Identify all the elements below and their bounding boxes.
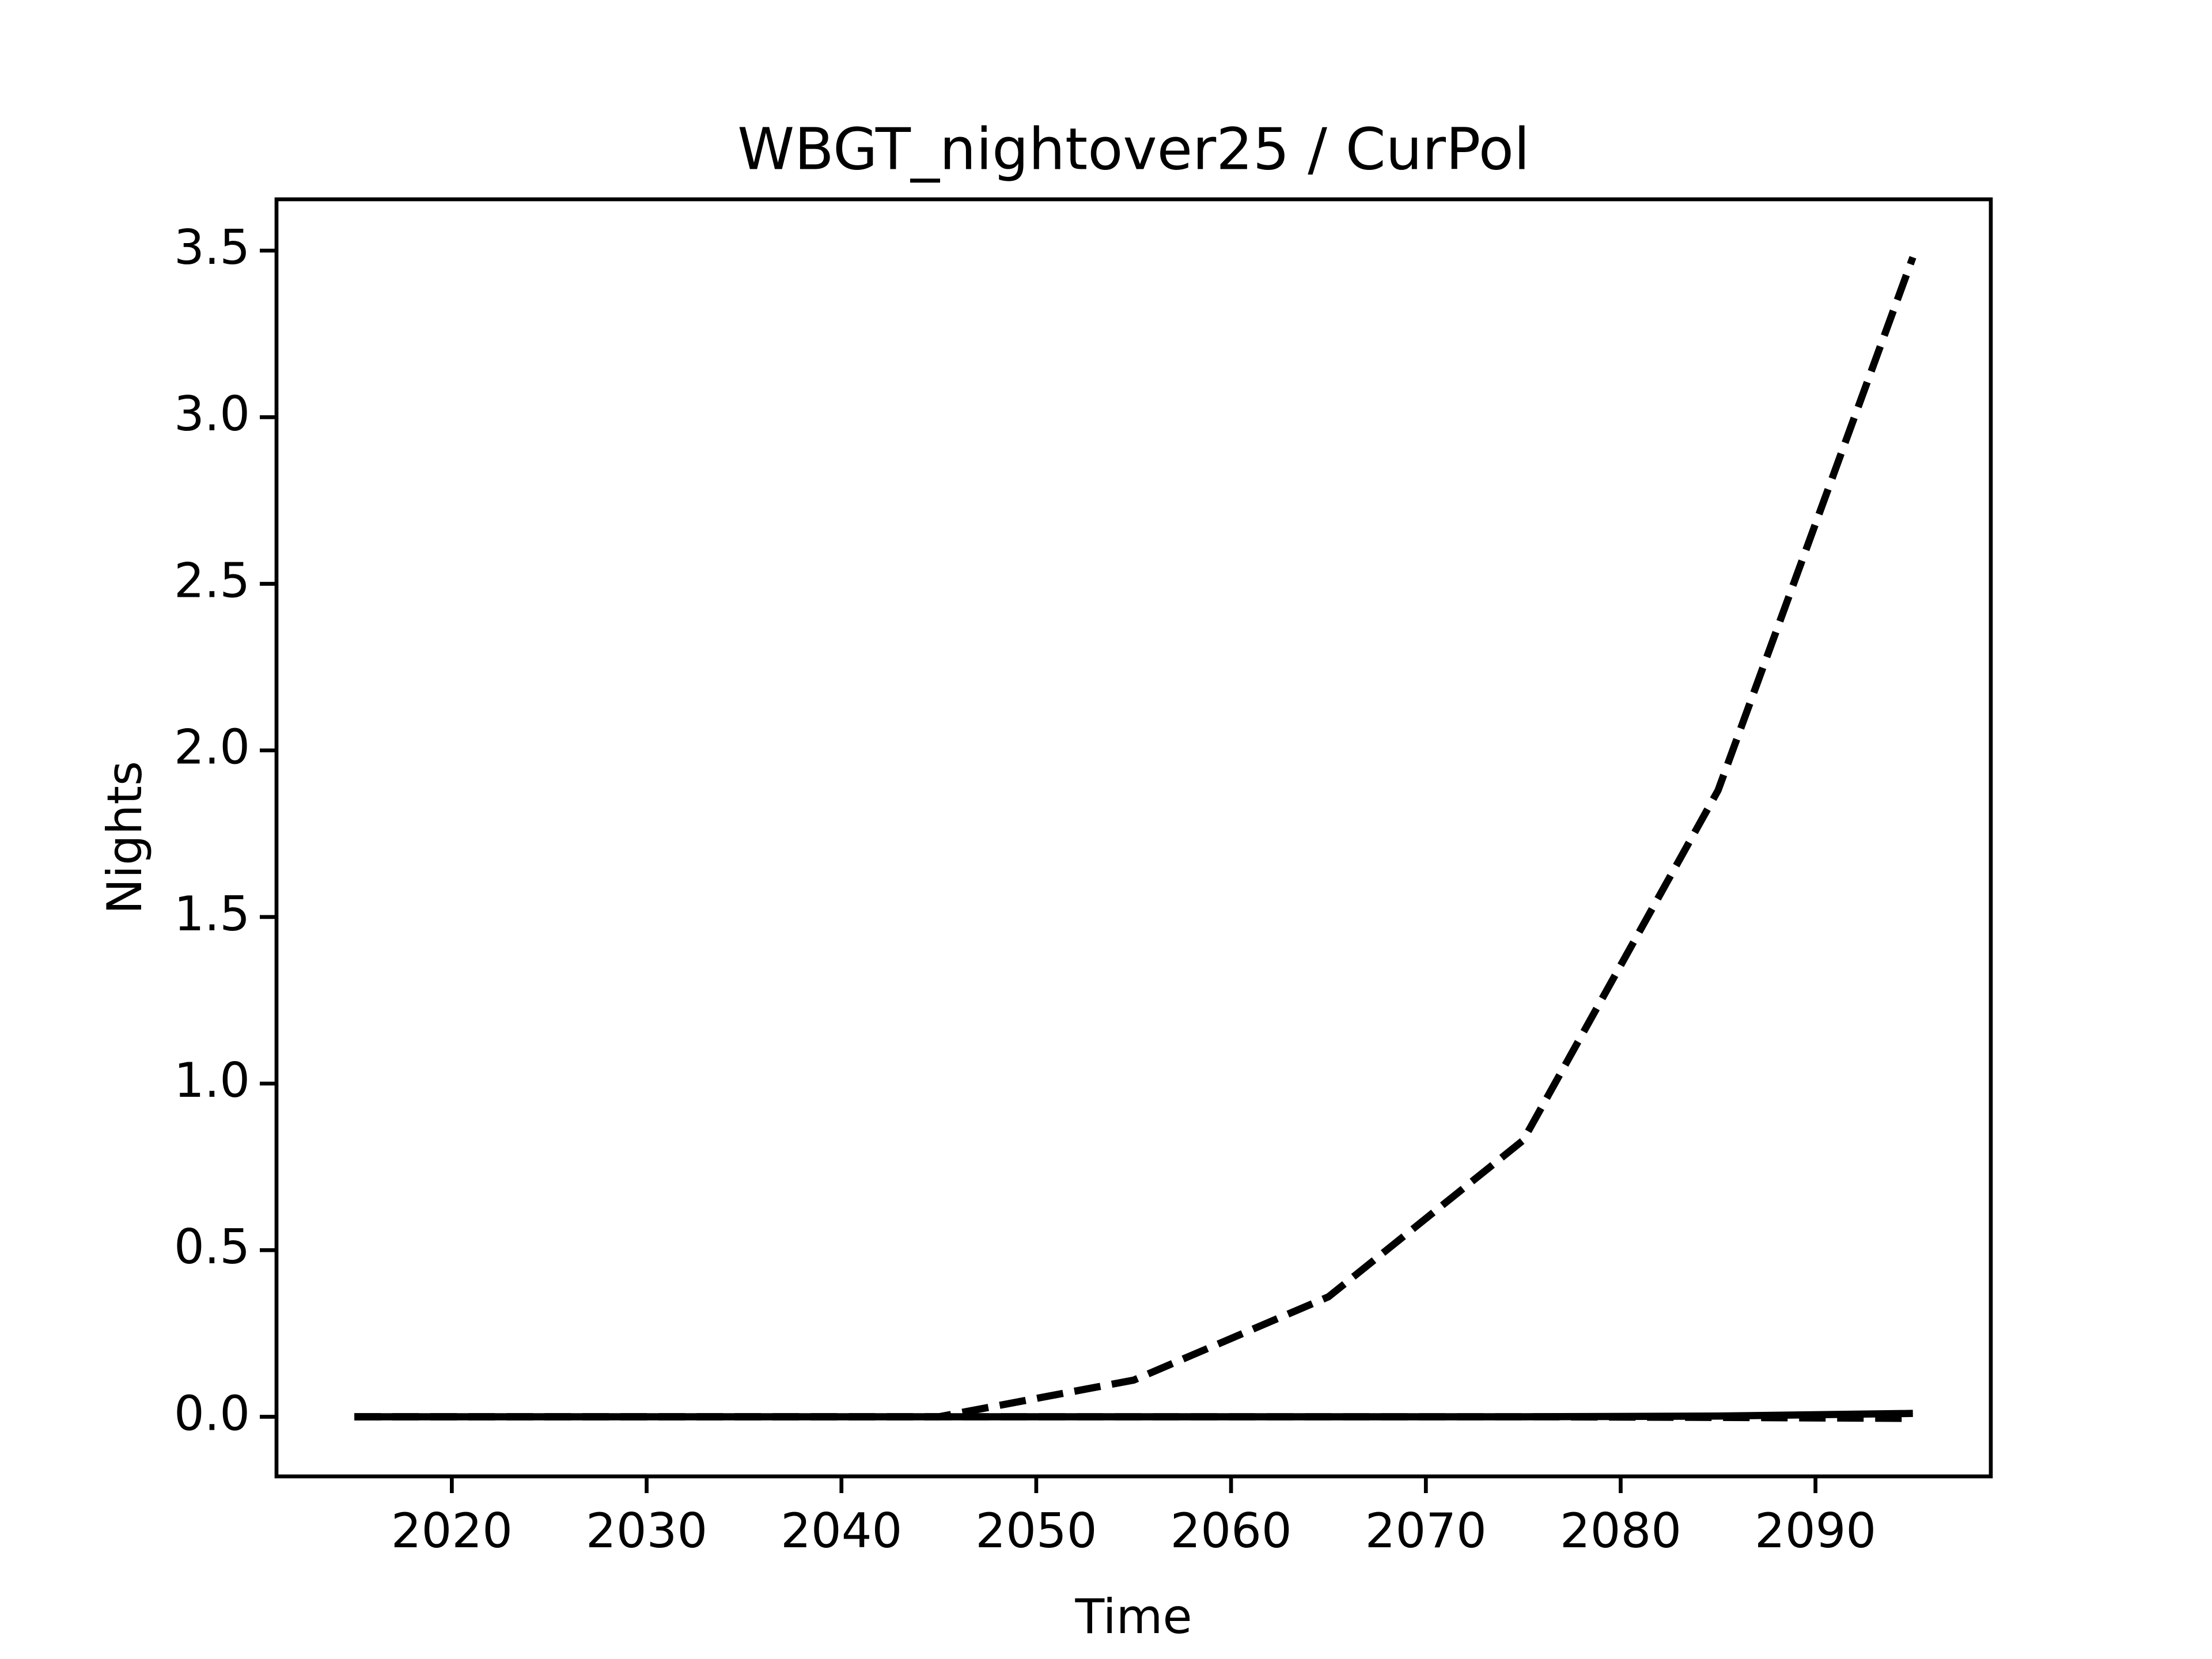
- line-series: [354, 1413, 1913, 1422]
- y-tick-label: 0.5: [174, 1219, 250, 1275]
- x-tick-label: 2070: [1365, 1503, 1487, 1559]
- x-tick-label: 2040: [781, 1503, 902, 1559]
- chart-title: WBGT_nightover25 / CurPol: [737, 115, 1530, 183]
- x-axis-label: Time: [1074, 1589, 1192, 1645]
- x-tick-label: 2060: [1170, 1503, 1291, 1559]
- plot-frame: [274, 197, 1993, 1479]
- x-tick-label: 2030: [586, 1503, 707, 1559]
- y-tick-label: 1.5: [174, 886, 250, 942]
- x-tick-label: 2090: [1755, 1503, 1876, 1559]
- y-tick-label: 0.0: [174, 1385, 250, 1441]
- y-tick-label: 1.0: [174, 1052, 250, 1108]
- x-tick-label: 2050: [975, 1503, 1097, 1559]
- y-axis-label: Nights: [97, 761, 153, 914]
- x-tick-label: 2080: [1560, 1503, 1681, 1559]
- y-tick-label: 2.0: [174, 719, 250, 775]
- y-tick-label: 3.5: [174, 219, 250, 275]
- y-tick-label: 2.5: [174, 552, 250, 608]
- x-tick-label: 2020: [391, 1503, 513, 1559]
- line-series: [354, 256, 1916, 1421]
- y-tick-label: 3.0: [174, 386, 250, 442]
